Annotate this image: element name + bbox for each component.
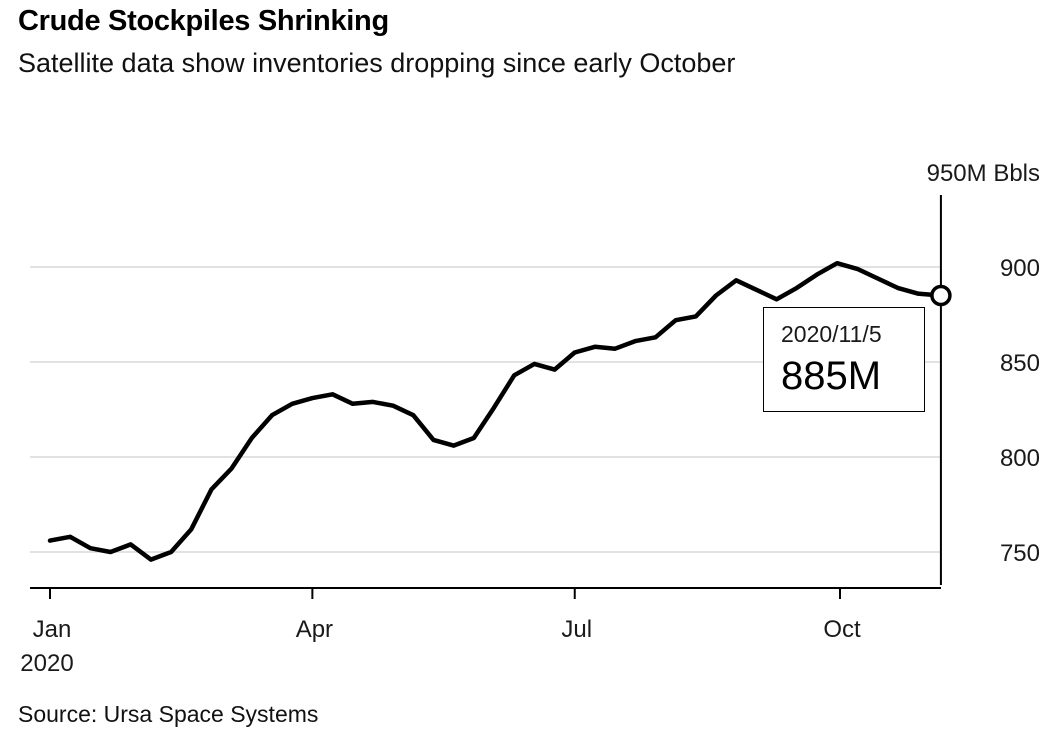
- series-line: [47, 260, 944, 562]
- y-axis-labels: 950M Bbls 900 850 800 750: [927, 160, 1040, 567]
- x-axis-tick-label: Jul: [561, 616, 592, 643]
- y-axis-tick-label: 750: [1000, 540, 1040, 567]
- y-axis-tick-label: 850: [1000, 350, 1040, 377]
- x-axis: Jan 2020 Apr Jul Oct: [20, 587, 941, 677]
- y-axis-tick-label: 800: [1000, 445, 1040, 472]
- series-group: [47, 195, 952, 585]
- x-axis-tick-label: Apr: [296, 616, 333, 643]
- last-point-callout: 2020/11/5 885M: [763, 307, 925, 412]
- x-axis-year-label: 2020: [20, 650, 73, 677]
- x-axis-tick-label: Oct: [823, 616, 861, 643]
- y-axis-tick-label: 900: [1000, 255, 1040, 282]
- y-axis-tick-label: 950M Bbls: [927, 160, 1040, 187]
- last-point-marker[interactable]: [930, 284, 952, 307]
- chart-title: Crude Stockpiles Shrinking: [18, 5, 389, 37]
- source-credit: Source: Ursa Space Systems: [18, 701, 319, 727]
- chart-subtitle: Satellite data show inventories dropping…: [18, 48, 736, 78]
- x-axis-tick-label: Jan: [33, 616, 72, 643]
- callout-date: 2020/11/5: [781, 321, 882, 347]
- callout-value: 885M: [781, 354, 882, 398]
